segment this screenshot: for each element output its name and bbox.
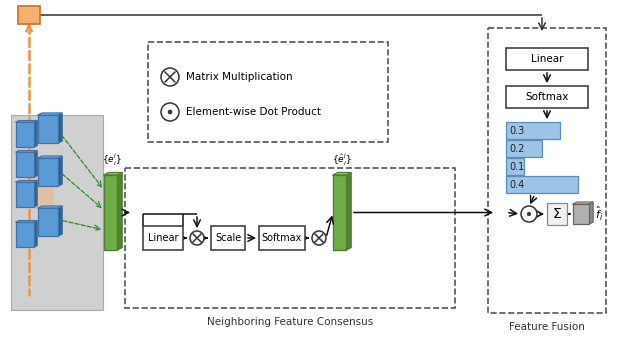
Polygon shape — [34, 181, 37, 207]
Text: Linear: Linear — [531, 54, 564, 64]
Text: Neighboring Feature Consensus: Neighboring Feature Consensus — [207, 317, 373, 327]
Bar — [18, 6, 40, 24]
Text: Matrix Multiplication: Matrix Multiplication — [186, 72, 292, 82]
Bar — [16, 222, 34, 247]
Text: $\Sigma$: $\Sigma$ — [552, 207, 562, 221]
Bar — [104, 175, 117, 250]
Polygon shape — [117, 172, 122, 250]
Bar — [38, 208, 58, 236]
Polygon shape — [16, 120, 37, 122]
Polygon shape — [38, 156, 62, 158]
Bar — [506, 122, 560, 139]
Polygon shape — [34, 151, 37, 177]
Circle shape — [527, 212, 531, 216]
Text: Element-wise Dot Product: Element-wise Dot Product — [186, 107, 321, 117]
Polygon shape — [38, 206, 62, 208]
Polygon shape — [34, 120, 37, 147]
Bar — [506, 48, 588, 70]
Circle shape — [521, 206, 537, 222]
Text: $\hat{f}_i$: $\hat{f}_i$ — [595, 205, 603, 223]
Bar — [143, 226, 183, 250]
Circle shape — [190, 231, 204, 245]
Circle shape — [161, 103, 179, 121]
Bar — [211, 226, 245, 250]
Bar — [16, 152, 34, 177]
Text: $\{\hat{e}_i^j\}$: $\{\hat{e}_i^j\}$ — [332, 152, 351, 168]
Text: $\{e_i^j\}$: $\{e_i^j\}$ — [103, 152, 123, 168]
Bar — [26, 170, 54, 208]
Polygon shape — [34, 221, 37, 247]
Bar — [506, 176, 578, 193]
Polygon shape — [346, 172, 351, 250]
Text: 0.1: 0.1 — [509, 162, 524, 171]
Polygon shape — [16, 151, 37, 152]
Polygon shape — [58, 156, 62, 186]
Bar — [16, 122, 34, 147]
Text: Scale: Scale — [215, 233, 241, 243]
Bar — [38, 115, 58, 143]
Polygon shape — [573, 202, 593, 204]
Polygon shape — [589, 202, 593, 224]
Bar — [506, 86, 588, 108]
Polygon shape — [58, 206, 62, 236]
Text: 0.2: 0.2 — [509, 143, 524, 153]
Circle shape — [161, 68, 179, 86]
Text: 0.3: 0.3 — [509, 125, 524, 136]
Polygon shape — [16, 181, 37, 182]
Circle shape — [168, 110, 172, 114]
Polygon shape — [38, 113, 62, 115]
Bar — [506, 158, 524, 175]
Bar — [547, 203, 567, 225]
Text: 0.4: 0.4 — [509, 180, 524, 189]
Bar — [11, 115, 103, 310]
Bar — [573, 204, 589, 224]
Text: Softmax: Softmax — [526, 92, 569, 102]
Text: Softmax: Softmax — [262, 233, 302, 243]
Polygon shape — [16, 221, 37, 222]
Text: Feature Fusion: Feature Fusion — [509, 322, 585, 332]
Polygon shape — [104, 172, 122, 175]
Bar — [333, 175, 346, 250]
Circle shape — [312, 231, 326, 245]
Bar — [38, 158, 58, 186]
Bar — [259, 226, 305, 250]
Text: Linear: Linear — [148, 233, 179, 243]
Bar — [506, 140, 542, 157]
Polygon shape — [333, 172, 351, 175]
Polygon shape — [58, 113, 62, 143]
Bar — [16, 182, 34, 207]
